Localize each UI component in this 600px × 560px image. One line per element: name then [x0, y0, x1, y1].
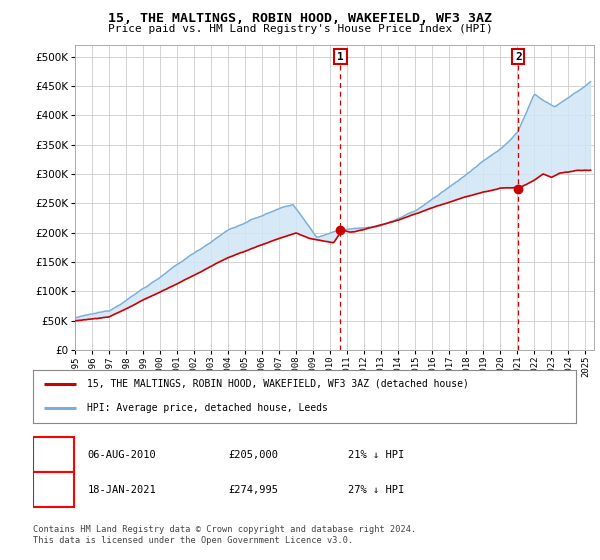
- Text: Contains HM Land Registry data © Crown copyright and database right 2024.
This d: Contains HM Land Registry data © Crown c…: [33, 525, 416, 545]
- Text: HPI: Average price, detached house, Leeds: HPI: Average price, detached house, Leed…: [88, 403, 328, 413]
- Text: 27% ↓ HPI: 27% ↓ HPI: [348, 484, 404, 494]
- FancyBboxPatch shape: [33, 437, 74, 472]
- Text: 06-AUG-2010: 06-AUG-2010: [88, 450, 156, 460]
- FancyBboxPatch shape: [33, 472, 74, 507]
- Text: 2: 2: [50, 483, 57, 496]
- Text: 21% ↓ HPI: 21% ↓ HPI: [348, 450, 404, 460]
- Text: Price paid vs. HM Land Registry's House Price Index (HPI): Price paid vs. HM Land Registry's House …: [107, 24, 493, 34]
- Text: £274,995: £274,995: [229, 484, 278, 494]
- Text: 1: 1: [337, 52, 344, 62]
- Text: 1: 1: [50, 449, 57, 461]
- Text: 18-JAN-2021: 18-JAN-2021: [88, 484, 156, 494]
- Text: £205,000: £205,000: [229, 450, 278, 460]
- Text: 15, THE MALTINGS, ROBIN HOOD, WAKEFIELD, WF3 3AZ: 15, THE MALTINGS, ROBIN HOOD, WAKEFIELD,…: [108, 12, 492, 25]
- Text: 2: 2: [515, 52, 521, 62]
- Text: 15, THE MALTINGS, ROBIN HOOD, WAKEFIELD, WF3 3AZ (detached house): 15, THE MALTINGS, ROBIN HOOD, WAKEFIELD,…: [88, 379, 469, 389]
